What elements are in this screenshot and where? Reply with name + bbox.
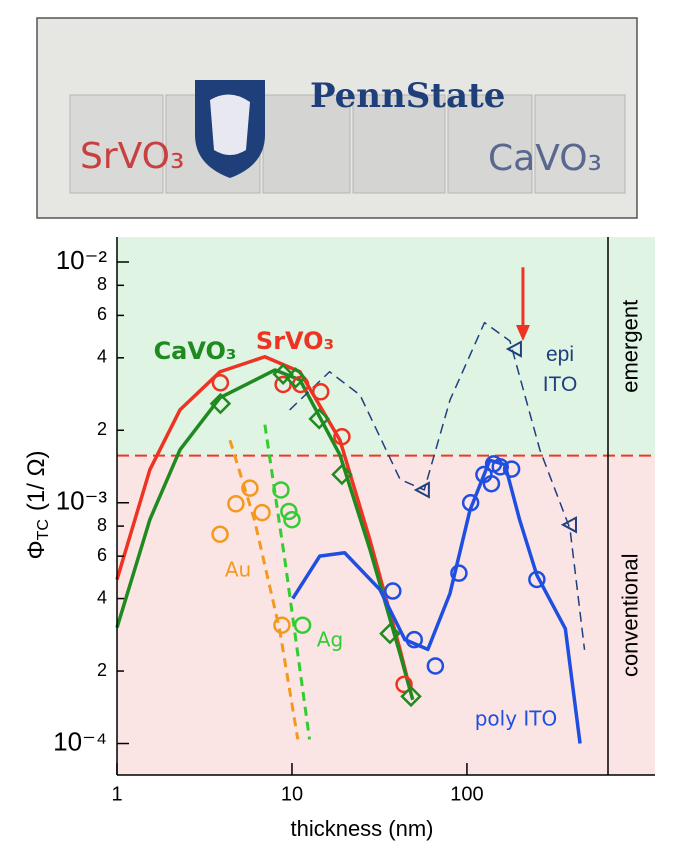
fit-line	[263, 424, 312, 740]
data-point	[450, 564, 468, 582]
data-point	[311, 383, 330, 401]
y-label-unit: (1/ Ω)	[23, 450, 50, 511]
data-point	[293, 616, 312, 634]
glass-sample	[447, 94, 533, 194]
data-point	[274, 375, 292, 394]
y-axis-label: ΦTC (1/ Ω)	[23, 450, 52, 559]
y-tick-label: 2	[97, 660, 107, 680]
data-point	[405, 630, 424, 649]
data-point	[395, 675, 413, 694]
data-point	[211, 525, 229, 543]
series-label: Ag	[317, 628, 343, 652]
glass-sample	[534, 94, 626, 194]
y-tick-label: 2	[97, 419, 107, 439]
plot: emergent conventional SrVO₃ CaVO₃ Au Ag poly I…	[53, 237, 655, 805]
arrow-head	[515, 324, 530, 341]
fit-line	[291, 458, 582, 744]
data-point	[384, 582, 402, 600]
series-label: SrVO₃	[256, 327, 334, 355]
photo: PennState SrVO₃ CaVO₃	[36, 17, 638, 219]
y-tick-label: 8	[97, 515, 107, 535]
y-tick-label: 10⁻²	[56, 245, 108, 275]
sample-label: SrVO₃	[80, 136, 184, 177]
series-label: Au	[225, 558, 251, 582]
x-tick-label: 10	[281, 783, 303, 805]
glass-sample	[262, 94, 351, 194]
data-point	[482, 474, 501, 493]
series-label: CaVO₃	[154, 337, 237, 365]
y-tick-label: 10⁻³	[56, 486, 108, 516]
data-point	[283, 510, 301, 529]
y-tick-label: 6	[97, 304, 107, 324]
glass-sample	[352, 94, 446, 194]
region	[117, 455, 655, 775]
data-point	[528, 570, 546, 589]
data-point	[227, 495, 245, 513]
sample-label: CaVO₃	[488, 138, 602, 179]
y-tick-label: 10⁻⁴	[53, 726, 107, 756]
x-tick-label: 1	[111, 783, 122, 805]
data-point	[379, 622, 401, 645]
data-point	[273, 616, 291, 634]
data-point	[284, 367, 307, 389]
fit-line	[228, 439, 300, 740]
y-tick-label: 4	[97, 587, 107, 607]
y-label-symbol: Φ	[23, 540, 50, 559]
glass-sample	[69, 94, 164, 194]
data-point	[331, 463, 353, 486]
x-tick-label: 100	[450, 783, 483, 805]
y-tick-label: 8	[97, 274, 107, 294]
region	[117, 237, 655, 456]
series-label: epi ITO	[542, 343, 578, 396]
fit-line	[289, 321, 586, 650]
y-tick-label: 4	[97, 347, 107, 367]
data-point	[505, 340, 522, 358]
data-point	[272, 363, 294, 385]
x-axis-label: thickness (nm)	[290, 816, 433, 841]
region-label: emergent	[617, 300, 642, 393]
region-label: conventional	[617, 554, 642, 678]
data-point	[560, 516, 577, 534]
data-point	[333, 427, 351, 446]
data-point	[426, 657, 445, 675]
lion-icon	[210, 94, 250, 155]
data-point	[272, 481, 290, 499]
data-point	[308, 408, 330, 430]
data-point	[209, 392, 232, 415]
data-point	[211, 374, 230, 392]
data-point	[280, 502, 298, 521]
data-point	[400, 685, 422, 708]
series-label: poly ITO	[475, 707, 558, 731]
logo-text: PennState	[310, 76, 505, 116]
data-point	[491, 458, 509, 476]
data-point	[502, 460, 521, 478]
data-point	[253, 503, 271, 522]
y-label-subscript: TC	[35, 519, 52, 540]
data-point	[413, 481, 430, 499]
data-point	[461, 494, 480, 512]
y-tick-label: 6	[97, 545, 107, 565]
data-point	[241, 479, 259, 497]
